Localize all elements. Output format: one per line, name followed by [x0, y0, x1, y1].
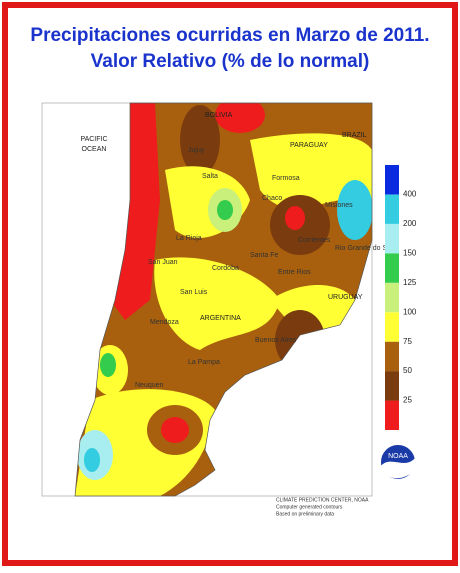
noaa-logo: NOAA — [379, 443, 417, 481]
place-label: Rio Grande do Sul — [335, 245, 393, 252]
place-label: Neuquen — [135, 382, 164, 389]
legend-tick-label: 100 — [403, 307, 417, 316]
place-label: Jujuy — [188, 147, 205, 154]
legend-swatch — [385, 282, 399, 313]
legend: 25 50 75 100 125 150 200 400 — [385, 165, 417, 430]
legend-tick-label: 25 — [403, 396, 412, 405]
place-label: Misiones — [325, 202, 353, 209]
country-label: PARAGUAY — [290, 142, 328, 149]
title: Precipitaciones ocurridas en Marzo de 20… — [30, 25, 429, 46]
legend-tick-label: 150 — [403, 248, 417, 257]
legend-swatch — [385, 223, 399, 254]
logo-text: NOAA — [388, 453, 408, 460]
place-label: Santa Fe — [250, 252, 279, 259]
place-label: La Rioja — [176, 235, 202, 242]
country-label: BRAZIL — [342, 132, 367, 139]
footer-line: Computer generated contours — [276, 504, 343, 510]
legend-tick-label: 125 — [403, 278, 417, 287]
legend-tick-label: 50 — [403, 366, 412, 375]
country-label: URUGUAY — [328, 294, 363, 301]
footer-line: CLIMATE PREDICTION CENTER, NOAA — [276, 497, 369, 503]
place-label: Mendoza — [150, 319, 179, 326]
legend-swatch — [385, 371, 399, 401]
place-label: Corrientes — [298, 237, 331, 244]
legend-swatch — [385, 194, 399, 224]
ocean-label: OCEAN — [82, 146, 107, 153]
legend-swatch — [385, 253, 399, 283]
legend-swatch — [385, 312, 399, 342]
legend-swatch — [385, 400, 399, 430]
legend-tick-label: 75 — [403, 337, 412, 346]
footer-line: Based on preliminary data — [276, 511, 334, 517]
place-label: Chaco — [262, 195, 282, 202]
place-label: La Pampa — [188, 359, 220, 366]
subtitle: Valor Relativo (% de lo normal) — [91, 51, 370, 72]
map: PACIFIC OCEAN BOLIVIA PARAGUAY BRAZIL AR… — [41, 102, 393, 497]
legend-swatch — [385, 165, 399, 195]
country-label: BOLIVIA — [205, 112, 233, 119]
place-label: San Luis — [180, 289, 208, 296]
place-label: Salta — [202, 173, 218, 180]
place-label: Cordoba — [212, 265, 239, 272]
place-label: Buenos Aires — [255, 337, 297, 344]
legend-tick-label: 400 — [403, 190, 417, 199]
ocean-label: PACIFIC — [80, 136, 107, 143]
place-label: Formosa — [272, 175, 300, 182]
place-label: San Juan — [148, 259, 178, 266]
country-label: ARGENTINA — [200, 315, 241, 322]
legend-tick-label: 200 — [403, 219, 417, 228]
legend-swatch — [385, 341, 399, 372]
place-label: Entre Rios — [278, 269, 311, 276]
